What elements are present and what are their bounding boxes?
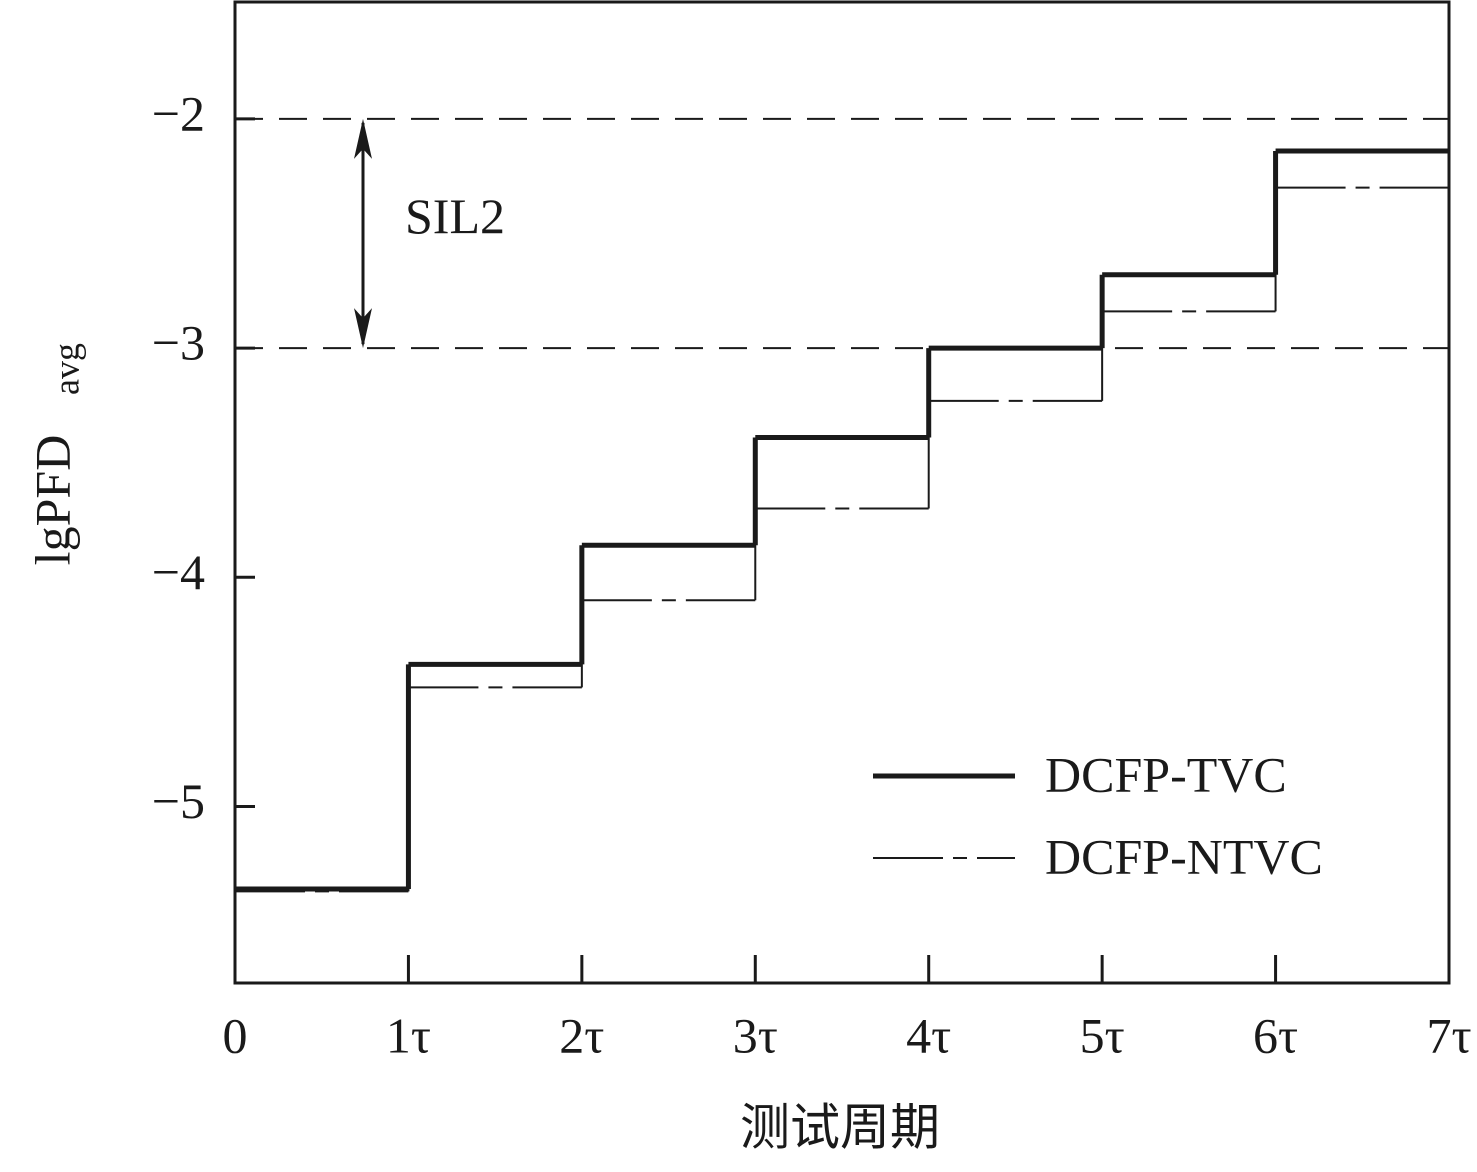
x-tick-label: 1τ [386,1007,431,1063]
plot-frame [233,0,1451,985]
x-tick-label: 4τ [906,1007,951,1063]
x-axis-label: 测试周期 [740,1099,940,1155]
y-tick-label: −3 [152,315,205,371]
annotation: SIL2 [405,188,505,244]
y-axis-label: lgPFD avg [24,343,86,565]
y-axis-label-main: lgPFD [24,435,80,566]
y-axis-label-sub: avg [46,343,86,395]
x-tick-label: 5τ [1080,1007,1125,1063]
x-tick-label: 3τ [733,1007,778,1063]
arrow-head [354,308,372,349]
arrow-head [354,118,372,159]
legend-label: DCFP-NTVC [1045,828,1323,884]
x-tick-label: 6τ [1253,1007,1298,1063]
y-tick-label: −4 [152,544,205,600]
x-tick-label: 0 [223,1007,248,1063]
y-tick-label: −2 [152,85,205,141]
x-tick-label: 2τ [559,1007,604,1063]
legend-label: DCFP-TVC [1045,746,1287,802]
y-tick-label: −5 [152,773,205,829]
x-tick-label: 7τ [1426,1007,1471,1063]
